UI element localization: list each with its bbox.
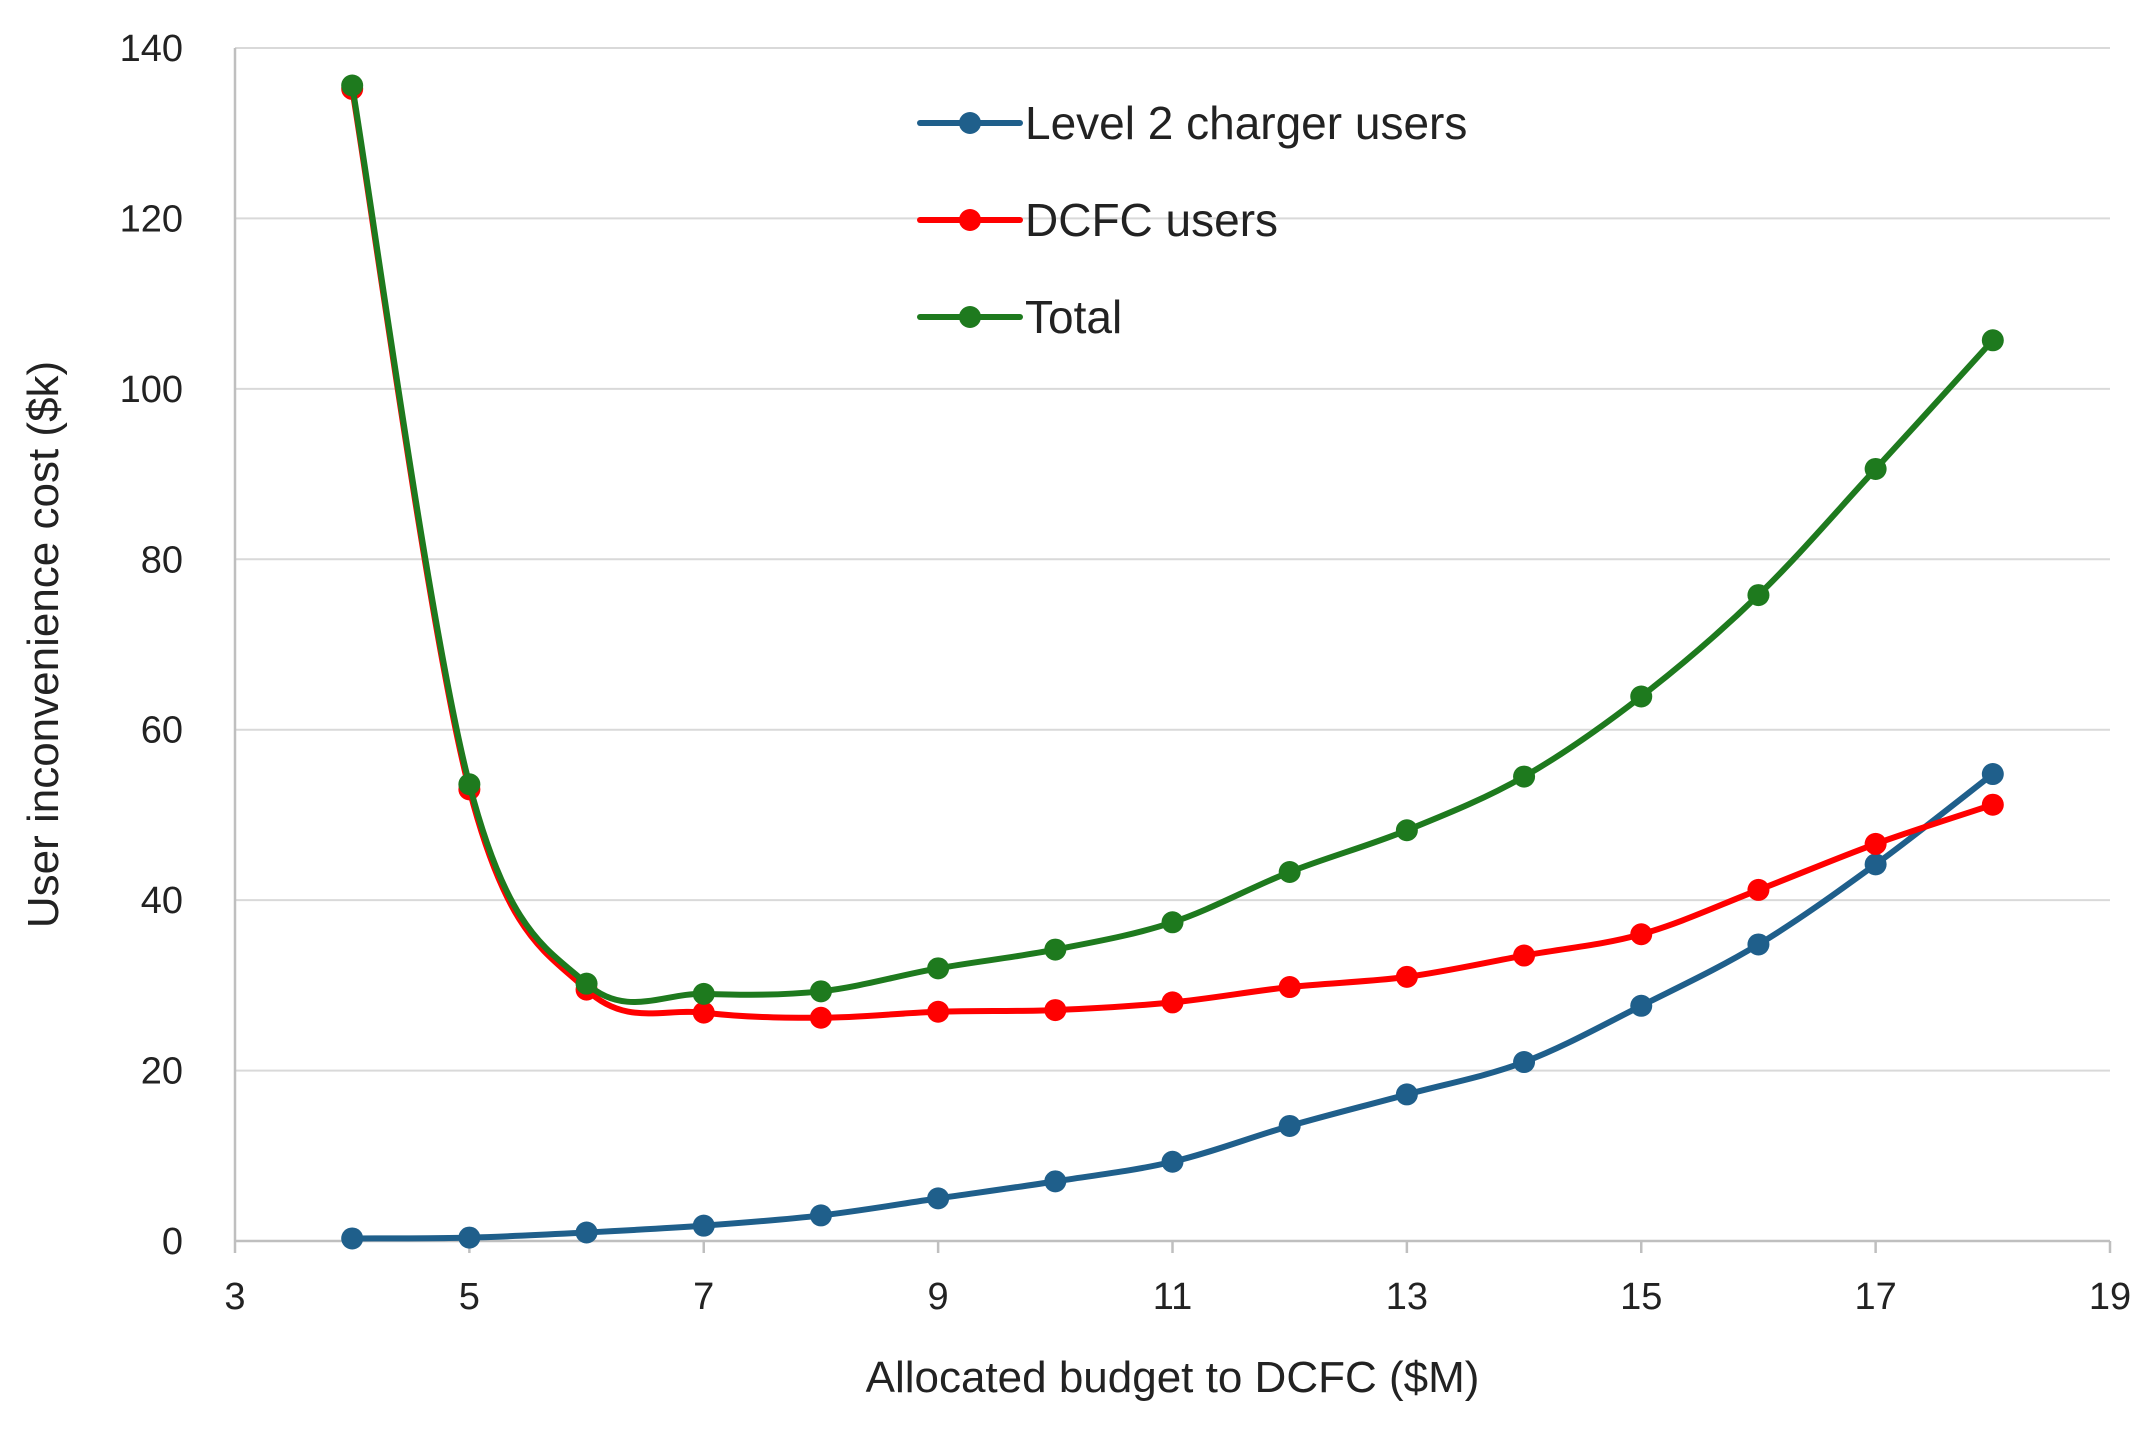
- data-point: [692, 982, 715, 1005]
- data-point: [458, 773, 481, 796]
- y-tick-label: 80: [141, 539, 183, 581]
- data-point: [575, 1221, 598, 1244]
- data-point: [1864, 832, 1887, 855]
- x-tick-label: 19: [2089, 1276, 2131, 1318]
- data-point: [809, 980, 832, 1003]
- data-point: [341, 74, 364, 97]
- data-point: [1044, 1170, 1067, 1193]
- data-point: [1513, 765, 1536, 788]
- data-point: [1278, 976, 1301, 999]
- data-point: [575, 972, 598, 995]
- tick-labels: 0 20 40 60 80 100 120 140 3 5 7 9 11 13 15 17 19: [120, 28, 2132, 1318]
- data-point: [1864, 853, 1887, 876]
- data-point: [1161, 991, 1184, 1014]
- data-point: [1044, 938, 1067, 961]
- y-tick-label: 120: [120, 198, 183, 240]
- data-point: [692, 1001, 715, 1024]
- data-point: [1513, 944, 1536, 967]
- data-point: [1630, 994, 1653, 1017]
- data-point: [1864, 457, 1887, 480]
- y-axis-title: User inconvenience cost ($k): [19, 361, 68, 928]
- data-point: [927, 957, 950, 980]
- data-point: [341, 1227, 364, 1250]
- data-point: [1044, 999, 1067, 1022]
- y-tick-label: 20: [141, 1051, 183, 1093]
- data-point: [1161, 1150, 1184, 1173]
- data-point: [1278, 861, 1301, 884]
- data-point: [1278, 1114, 1301, 1137]
- data-point: [1747, 933, 1770, 956]
- legend-swatch-marker: [959, 306, 981, 328]
- data-point: [1981, 793, 2004, 816]
- data-point: [692, 1214, 715, 1237]
- legend-label: Level 2 charger users: [1025, 97, 1467, 149]
- x-tick-label: 7: [693, 1276, 714, 1318]
- data-point: [1630, 923, 1653, 946]
- axes: [233, 48, 2112, 1253]
- data-point: [1630, 685, 1653, 708]
- x-tick-label: 3: [224, 1276, 245, 1318]
- x-tick-label: 13: [1386, 1276, 1428, 1318]
- data-point: [1513, 1051, 1536, 1074]
- legend-item: DCFC users: [917, 194, 1278, 246]
- y-tick-label: 40: [141, 880, 183, 922]
- legend-label: DCFC users: [1025, 194, 1278, 246]
- y-tick-label: 100: [120, 369, 183, 411]
- data-point: [927, 1187, 950, 1210]
- data-point: [809, 1204, 832, 1227]
- data-point: [1981, 763, 2004, 786]
- legend-item: Total: [917, 291, 1122, 343]
- data-point: [1981, 329, 2004, 352]
- legend: Level 2 charger users DCFC users Total: [917, 97, 1467, 343]
- data-point: [809, 1006, 832, 1029]
- legend-label: Total: [1025, 291, 1122, 343]
- x-axis-title: Allocated budget to DCFC ($M): [866, 1353, 1480, 1402]
- data-point: [1395, 965, 1418, 988]
- legend-swatch-marker: [959, 112, 981, 134]
- x-tick-label: 15: [1620, 1276, 1662, 1318]
- gridlines: [235, 47, 2110, 1072]
- data-point: [1395, 819, 1418, 842]
- data-point: [927, 1000, 950, 1023]
- data-point: [1747, 878, 1770, 901]
- data-point: [458, 1226, 481, 1249]
- y-tick-label: 140: [120, 28, 183, 70]
- legend-swatch-marker: [959, 209, 981, 231]
- y-tick-label: 60: [141, 710, 183, 752]
- series-line: [349, 771, 1996, 1242]
- data-point: [1747, 584, 1770, 607]
- x-tick-label: 17: [1854, 1276, 1896, 1318]
- series-lines: [341, 74, 2004, 1250]
- legend-item: Level 2 charger users: [917, 97, 1467, 149]
- series-2: [341, 74, 2004, 1005]
- x-tick-label: 11: [1153, 1276, 1192, 1318]
- data-point: [1395, 1083, 1418, 1106]
- series-line: [349, 82, 1996, 1005]
- series-0: [341, 763, 2004, 1250]
- x-tick-label: 5: [459, 1276, 480, 1318]
- y-tick-label: 0: [162, 1221, 183, 1263]
- x-tick-label: 9: [928, 1276, 949, 1318]
- data-point: [1161, 911, 1184, 934]
